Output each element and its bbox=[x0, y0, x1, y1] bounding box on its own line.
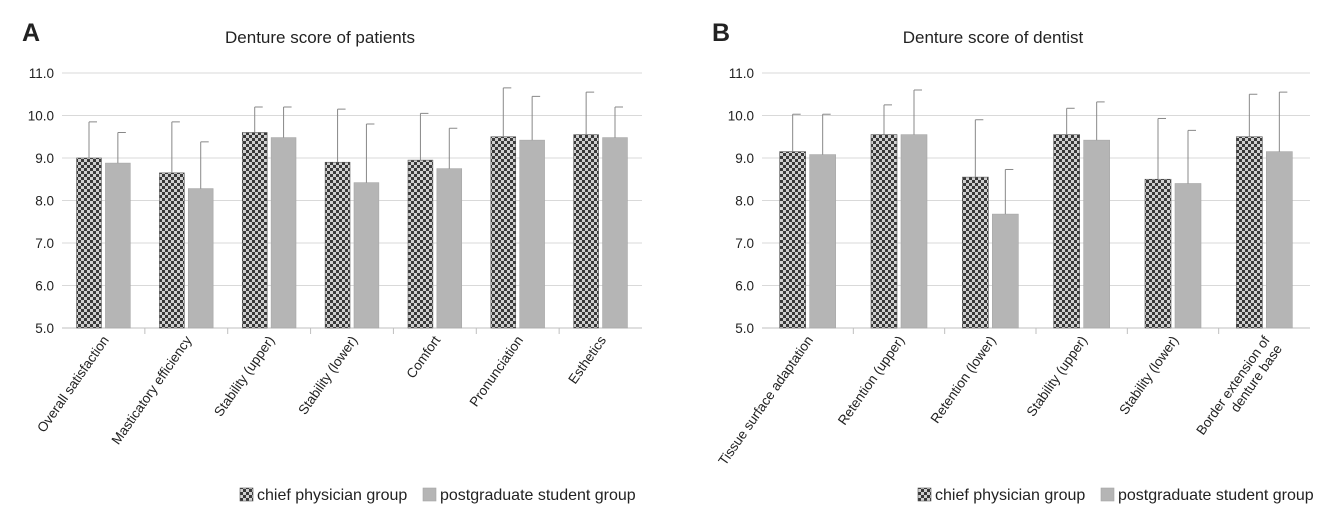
y-tick-label: 8.0 bbox=[735, 194, 754, 209]
bar-chief bbox=[573, 134, 599, 329]
x-tick-label: Retention (lower) bbox=[928, 333, 999, 426]
bar-postgraduate bbox=[105, 162, 131, 329]
bar-chief bbox=[324, 161, 351, 329]
x-tick-label-line: Border extension of bbox=[1193, 333, 1273, 438]
bar-chief bbox=[241, 132, 268, 329]
x-tick-label-line: Stability (upper) bbox=[1024, 333, 1091, 419]
x-tick-label: Stability (lower) bbox=[1116, 333, 1181, 417]
x-tick-label: Stability (lower) bbox=[295, 333, 360, 417]
panel-letter: A bbox=[22, 19, 40, 47]
x-tick-label-line: Esthetics bbox=[565, 333, 609, 387]
bar-postgraduate bbox=[519, 139, 545, 329]
legend-swatch bbox=[422, 487, 437, 502]
x-tick-label: Retention (upper) bbox=[835, 333, 908, 428]
bar-chief bbox=[1053, 134, 1080, 329]
bar-postgraduate bbox=[436, 168, 463, 329]
legend-label: chief physician group bbox=[257, 487, 407, 504]
y-tick-label: 10.0 bbox=[28, 109, 54, 124]
y-tick-label: 11.0 bbox=[29, 66, 54, 81]
x-tick-label: Tissue surface adaptation bbox=[715, 333, 816, 468]
bar-chief bbox=[159, 172, 185, 329]
y-tick-label: 6.0 bbox=[35, 279, 54, 294]
bar-postgraduate bbox=[1266, 151, 1293, 329]
x-tick-label: Masticatory efficiency bbox=[109, 333, 195, 447]
bar-chief bbox=[870, 134, 898, 329]
x-tick-label: Stability (upper) bbox=[1024, 333, 1091, 419]
bar-postgraduate bbox=[992, 213, 1019, 329]
chart-panel-a: A Denture score of patients 5.0 6.0 7.0 8.0 9.… bbox=[22, 19, 642, 504]
y-tick-label: 11.0 bbox=[729, 66, 754, 81]
x-tick-label: Stability (upper) bbox=[211, 333, 278, 419]
bar-postgraduate bbox=[353, 182, 380, 329]
bar-chief bbox=[76, 157, 102, 329]
x-tick-label: Esthetics bbox=[565, 333, 609, 387]
legend-label: postgraduate student group bbox=[440, 487, 636, 504]
x-tick-label-line: Retention (upper) bbox=[835, 333, 908, 428]
bar-chief bbox=[1144, 178, 1172, 329]
bar-postgraduate bbox=[602, 137, 628, 329]
x-tick-label: Overall satisfaction bbox=[34, 333, 112, 435]
x-tick-label-line: Stability (upper) bbox=[211, 333, 278, 419]
y-tick-label: 8.0 bbox=[35, 194, 54, 209]
chart-panel-b: B Denture score of dentist 5.0 6.0 7.0 8.0 9.0… bbox=[712, 19, 1314, 504]
y-tick-label: 7.0 bbox=[35, 236, 54, 251]
x-tick-label-line: Tissue surface adaptation bbox=[715, 333, 816, 468]
chart-title: Denture score of patients bbox=[225, 28, 415, 47]
bar-postgraduate bbox=[187, 188, 214, 329]
x-tick-label-line: Retention (lower) bbox=[928, 333, 999, 426]
bar-postgraduate bbox=[809, 154, 836, 329]
x-tick-label-line: Masticatory efficiency bbox=[109, 333, 195, 447]
y-tick-label: 10.0 bbox=[728, 109, 754, 124]
y-tick-label: 9.0 bbox=[35, 151, 54, 166]
legend-label: postgraduate student group bbox=[1118, 487, 1314, 504]
y-tick-label: 5.0 bbox=[735, 321, 754, 336]
x-tick-label-line: Stability (lower) bbox=[1116, 333, 1181, 417]
legend-label: chief physician group bbox=[935, 487, 1085, 504]
bar-chief bbox=[490, 136, 517, 329]
x-tick-label-line: Comfort bbox=[403, 333, 443, 381]
x-tick-label: Pronunciation bbox=[467, 333, 527, 409]
x-tick-label-line: Overall satisfaction bbox=[34, 333, 112, 435]
chart-title: Denture score of dentist bbox=[903, 28, 1084, 47]
bar-chief bbox=[1236, 136, 1263, 329]
x-tick-label: Comfort bbox=[403, 333, 443, 381]
x-tick-label: Border extension ofdenture base bbox=[1193, 333, 1285, 446]
x-tick-label-line: Stability (lower) bbox=[295, 333, 360, 417]
bar-postgraduate bbox=[1174, 183, 1202, 329]
y-tick-label: 9.0 bbox=[735, 151, 754, 166]
bar-postgraduate bbox=[1083, 139, 1110, 329]
y-tick-label: 7.0 bbox=[735, 236, 754, 251]
bar-chief bbox=[962, 176, 989, 329]
bar-postgraduate bbox=[900, 134, 928, 329]
legend-swatch bbox=[917, 487, 932, 502]
bar-chief bbox=[779, 151, 806, 329]
y-tick-label: 5.0 bbox=[35, 321, 54, 336]
bar-postgraduate bbox=[270, 137, 297, 329]
legend-swatch bbox=[1100, 487, 1115, 502]
bar-chief bbox=[407, 159, 434, 329]
legend-swatch bbox=[239, 487, 254, 502]
x-tick-label-line: Pronunciation bbox=[467, 333, 527, 409]
panel-letter: B bbox=[712, 19, 730, 47]
y-tick-label: 6.0 bbox=[735, 279, 754, 294]
